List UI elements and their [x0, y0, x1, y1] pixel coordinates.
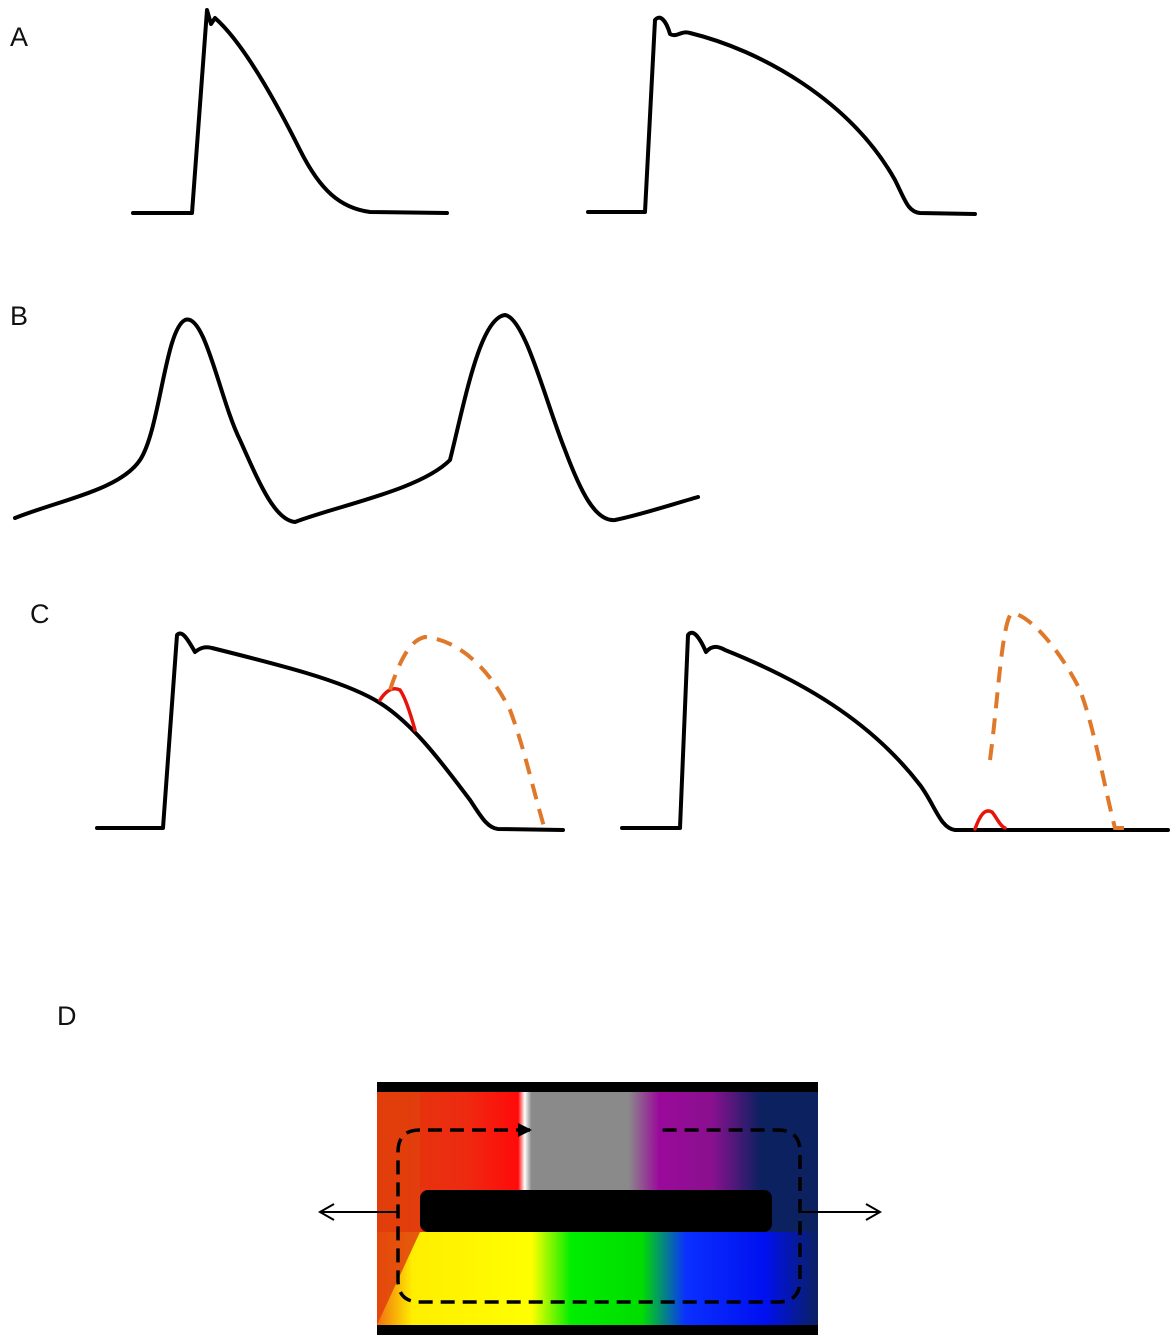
reentry-loop: [396, 1128, 802, 1304]
triggered-beat: [388, 634, 547, 831]
arrow-head: [518, 1123, 532, 1137]
early-afterdepolarization: [378, 687, 417, 732]
block: [420, 1190, 772, 1232]
region-lower: [377, 1232, 818, 1325]
delayed-afterdepolarization: [973, 809, 1007, 831]
trace: [13, 313, 700, 524]
trace: [95, 631, 565, 832]
panel-label: A: [10, 22, 28, 52]
border: [377, 1082, 818, 1092]
panel-label: B: [10, 301, 28, 331]
arrow-head: [317, 1203, 335, 1221]
arrow-head: [865, 1203, 883, 1221]
trace: [131, 8, 449, 215]
panel-label: C: [30, 599, 50, 629]
border: [377, 1325, 818, 1335]
triggered-beat: [988, 610, 1130, 830]
trace: [586, 15, 977, 216]
panel-label: D: [57, 1001, 77, 1031]
trace: [620, 630, 1170, 832]
